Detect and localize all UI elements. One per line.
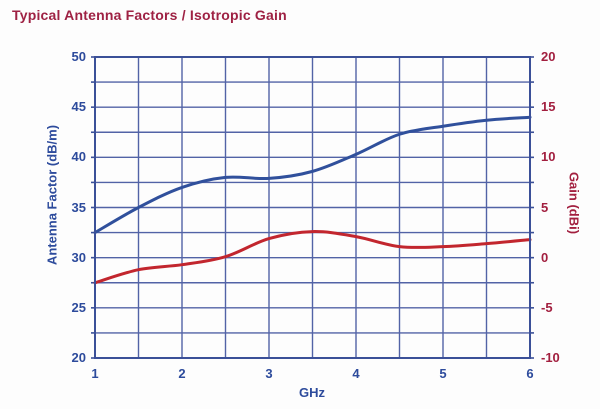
- y-right-tick-label: -10: [541, 350, 560, 365]
- y-left-tick-label: 45: [71, 99, 86, 115]
- y-left-tick-label: 30: [71, 249, 86, 265]
- y-left-tick-label: 50: [71, 49, 86, 64]
- y-right-tick-label: 20: [541, 49, 556, 64]
- y-right-tick-label: 15: [541, 99, 556, 115]
- y-right-tick-label: -5: [541, 299, 553, 315]
- x-tick-label: 6: [526, 366, 534, 381]
- x-tick-label: 2: [178, 366, 186, 381]
- y-axis-label-left: Antenna Factor (dB/m): [44, 124, 60, 266]
- chart-title: Typical Antenna Factors / Isotropic Gain: [12, 7, 287, 23]
- y-right-tick-label: 0: [541, 249, 549, 265]
- x-tick-label: 4: [352, 366, 360, 381]
- y-left-tick-label: 20: [71, 350, 86, 365]
- y-left-tick-label: 40: [71, 149, 86, 165]
- x-tick-label: 5: [439, 366, 447, 381]
- y-left-tick-label: 25: [71, 299, 86, 315]
- y-right-tick-label: 10: [541, 149, 556, 165]
- plot-frame: [94, 56, 531, 359]
- series-curve-antenna-factor: [93, 115, 532, 235]
- y-right-tick-label: 5: [541, 199, 549, 215]
- y-left-tick-label: 35: [71, 199, 86, 215]
- x-tick-label: 1: [91, 366, 99, 381]
- series-curve-gain: [93, 230, 532, 285]
- x-tick-label: 3: [265, 366, 273, 381]
- x-axis-label: GHz: [299, 385, 325, 400]
